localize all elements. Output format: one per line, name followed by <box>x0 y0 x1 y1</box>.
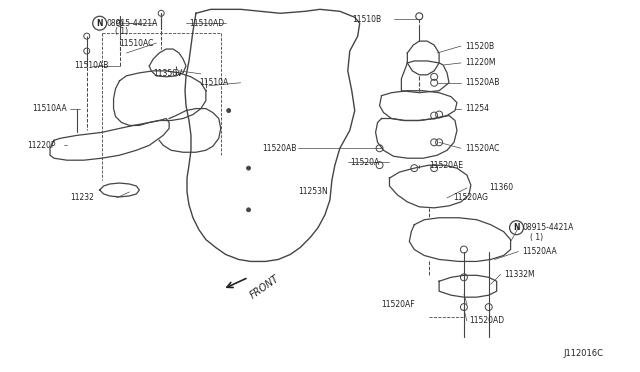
Text: 11520AE: 11520AE <box>429 161 463 170</box>
Text: 11510B: 11510B <box>352 15 381 24</box>
Text: 11510A: 11510A <box>199 78 228 87</box>
Text: 11520AC: 11520AC <box>465 144 499 153</box>
Text: ( 1): ( 1) <box>531 233 543 242</box>
Text: 11520AB: 11520AB <box>465 78 499 87</box>
Text: 11253N: 11253N <box>298 187 328 196</box>
Text: 11360: 11360 <box>489 183 513 192</box>
Text: 11510AC: 11510AC <box>120 39 154 48</box>
Text: 11510AA: 11510AA <box>32 104 67 113</box>
Text: 08915-4421A: 08915-4421A <box>107 19 158 28</box>
Circle shape <box>246 208 250 212</box>
Text: 11520AG: 11520AG <box>453 193 488 202</box>
Text: ( 1): ( 1) <box>115 27 127 36</box>
Text: 11220P: 11220P <box>28 141 56 150</box>
Text: 11350V: 11350V <box>153 69 182 78</box>
Circle shape <box>246 166 250 170</box>
Text: N: N <box>97 19 103 28</box>
Text: 11332M: 11332M <box>504 270 535 279</box>
Text: 11520A: 11520A <box>350 158 379 167</box>
Text: FRONT: FRONT <box>248 274 282 301</box>
Text: N: N <box>513 223 520 232</box>
Text: J112016C: J112016C <box>563 349 603 358</box>
Text: 11520AA: 11520AA <box>522 247 557 256</box>
Text: 11220M: 11220M <box>465 58 495 67</box>
Text: 11520AD: 11520AD <box>469 317 504 326</box>
Text: 11520B: 11520B <box>465 42 494 51</box>
Text: 11520AF: 11520AF <box>381 299 415 309</box>
Text: 11510AB: 11510AB <box>74 61 108 70</box>
Circle shape <box>227 109 230 113</box>
Text: 11510AD: 11510AD <box>189 19 224 28</box>
Text: 11520AB: 11520AB <box>262 144 297 153</box>
Text: 11254: 11254 <box>465 104 489 113</box>
Text: 08915-4421A: 08915-4421A <box>522 223 574 232</box>
Text: 11232: 11232 <box>70 193 93 202</box>
